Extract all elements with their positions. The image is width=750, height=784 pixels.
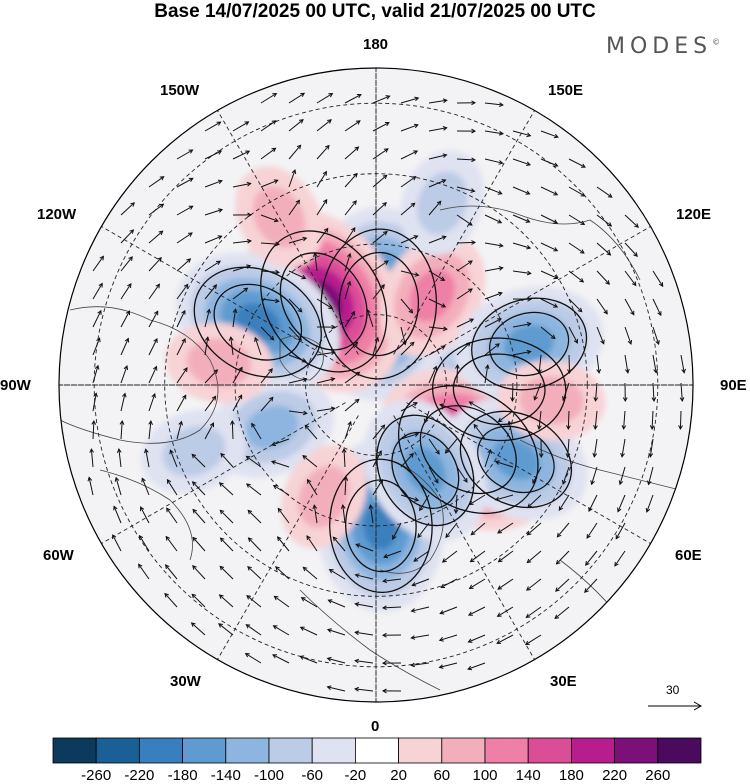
label-30e: 30E [550,673,577,691]
brand-mark: © [712,38,720,47]
brand-logo: MODES© [606,34,720,59]
wind-vector [512,383,513,401]
colorbar-swatch [226,738,269,763]
colorbar [0,735,750,783]
page-title: Base 14/07/2025 00 UTC, valid 21/07/2025… [0,0,750,24]
label-30w: 30W [170,673,201,691]
wind-vector [680,411,681,429]
colorbar-tick-label: -180 [168,767,198,784]
colorbar-swatch [658,738,701,763]
wind-vector [568,411,569,429]
wind-vector [457,242,475,243]
colorbar-tick-label: 220 [602,767,627,784]
label-120e: 120E [676,206,711,224]
colorbar-tick-label: 20 [390,767,407,784]
colorbar-swatch [53,738,96,763]
colorbar-swatch [96,738,139,763]
label-90e: 90E [720,377,747,395]
colorbar-tick-label: -20 [345,767,367,784]
colorbar-tick-label: 100 [472,767,497,784]
colorbar-tick-label: 260 [645,767,670,784]
colorbar-swatch [399,738,442,763]
label-90w: 90W [0,377,31,395]
colorbar-swatch [615,738,658,763]
colorbar-swatch [355,738,398,763]
colorbar-swatch [312,738,355,763]
reference-vector-label: 30 [666,683,679,697]
colorbar-tick-label: -140 [211,767,241,784]
colorbar-tick-label: -260 [81,767,111,784]
colorbar-swatch [528,738,571,763]
label-180: 180 [363,36,388,54]
colorbar-tick-label: -60 [301,767,323,784]
colorbar-swatch [139,738,182,763]
colorbar-swatch [571,738,614,763]
label-120w: 120W [37,206,76,224]
colorbar-tick-label: 140 [516,767,541,784]
label-60e: 60E [675,547,702,565]
label-150e: 150E [548,82,583,100]
colorbar-tick-label: -220 [124,767,154,784]
brand-text: MODES [606,34,712,59]
colorbar-tick-label: -100 [254,767,284,784]
colorbar-tick-label: 60 [433,767,450,784]
colorbar-tick-label: 180 [559,767,584,784]
colorbar-swatch [269,738,312,763]
label-150w: 150W [160,82,199,100]
label-60w: 60W [43,547,74,565]
wind-vector [232,421,233,439]
label-0: 0 [371,718,379,736]
colorbar-swatch [183,738,226,763]
wind-vector [569,355,570,373]
colorbar-swatch [442,738,485,763]
colorbar-swatch [485,738,528,763]
